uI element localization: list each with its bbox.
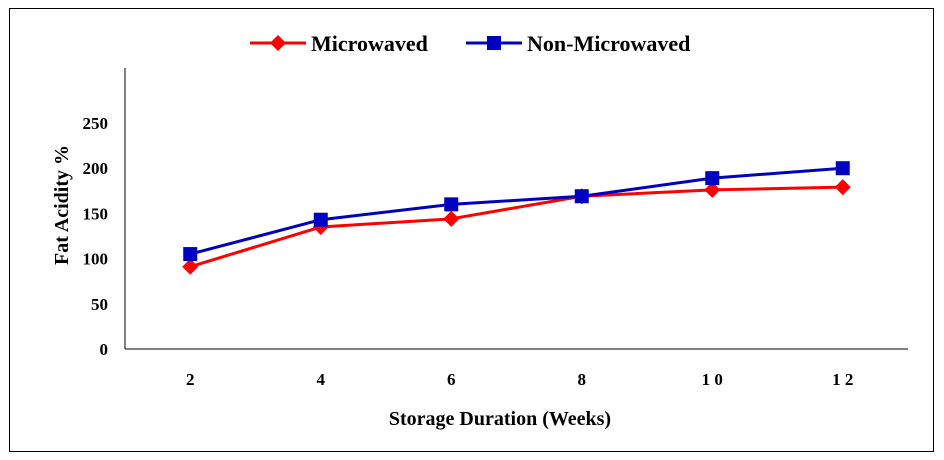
data-point-diamond (443, 210, 460, 227)
y-tick-label: 200 (83, 159, 109, 178)
data-point-diamond (704, 181, 721, 198)
y-tick-label: 0 (100, 340, 109, 359)
data-point-square (835, 161, 850, 176)
legend-label: Non-Microwaved (527, 31, 690, 56)
legend-marker-diamond (270, 35, 286, 51)
y-tick-label: 100 (83, 250, 109, 269)
series-line-0 (189, 185, 843, 269)
legend-label: Microwaved (311, 31, 428, 56)
x-tick-label: 4 (317, 370, 326, 389)
y-tick-label: 250 (83, 114, 109, 133)
series-line-1 (189, 166, 843, 256)
data-point-square (444, 197, 459, 212)
data-point-diamond (834, 179, 851, 196)
data-point-square (705, 171, 720, 186)
x-tick-label: 2 (186, 370, 195, 389)
x-tick-label: 1 0 (702, 370, 723, 389)
chart-frame (9, 8, 934, 452)
data-point-diamond (182, 258, 199, 275)
data-point-square (183, 247, 198, 262)
x-axis-title: Storage Duration (Weeks) (389, 408, 611, 430)
x-tick-label: 1 2 (832, 370, 853, 389)
y-tick-label: 50 (91, 295, 108, 314)
x-tick-label: 8 (578, 370, 587, 389)
legend-marker-square (487, 36, 501, 50)
y-axis-title: Fat Acidity % (51, 145, 73, 265)
data-point-square (313, 212, 328, 227)
data-point-square (574, 189, 589, 204)
x-tick-label: 6 (447, 370, 456, 389)
y-tick-label: 150 (83, 204, 109, 223)
